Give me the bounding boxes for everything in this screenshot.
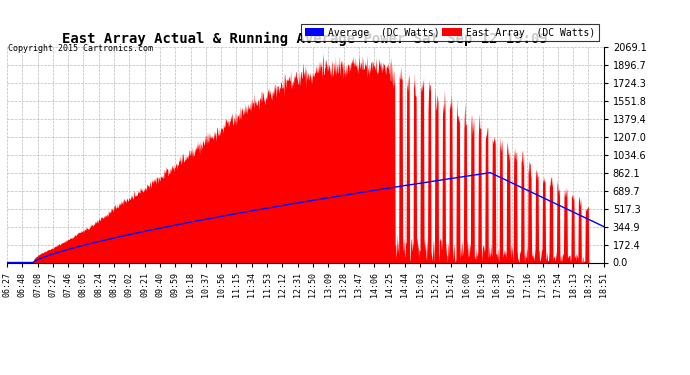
Legend: Average  (DC Watts), East Array  (DC Watts): Average (DC Watts), East Array (DC Watts… (301, 24, 599, 42)
Title: East Array Actual & Running Average Power Sat Sep 12 19:09: East Array Actual & Running Average Powe… (63, 32, 548, 46)
Text: Copyright 2015 Cartronics.com: Copyright 2015 Cartronics.com (8, 44, 153, 52)
